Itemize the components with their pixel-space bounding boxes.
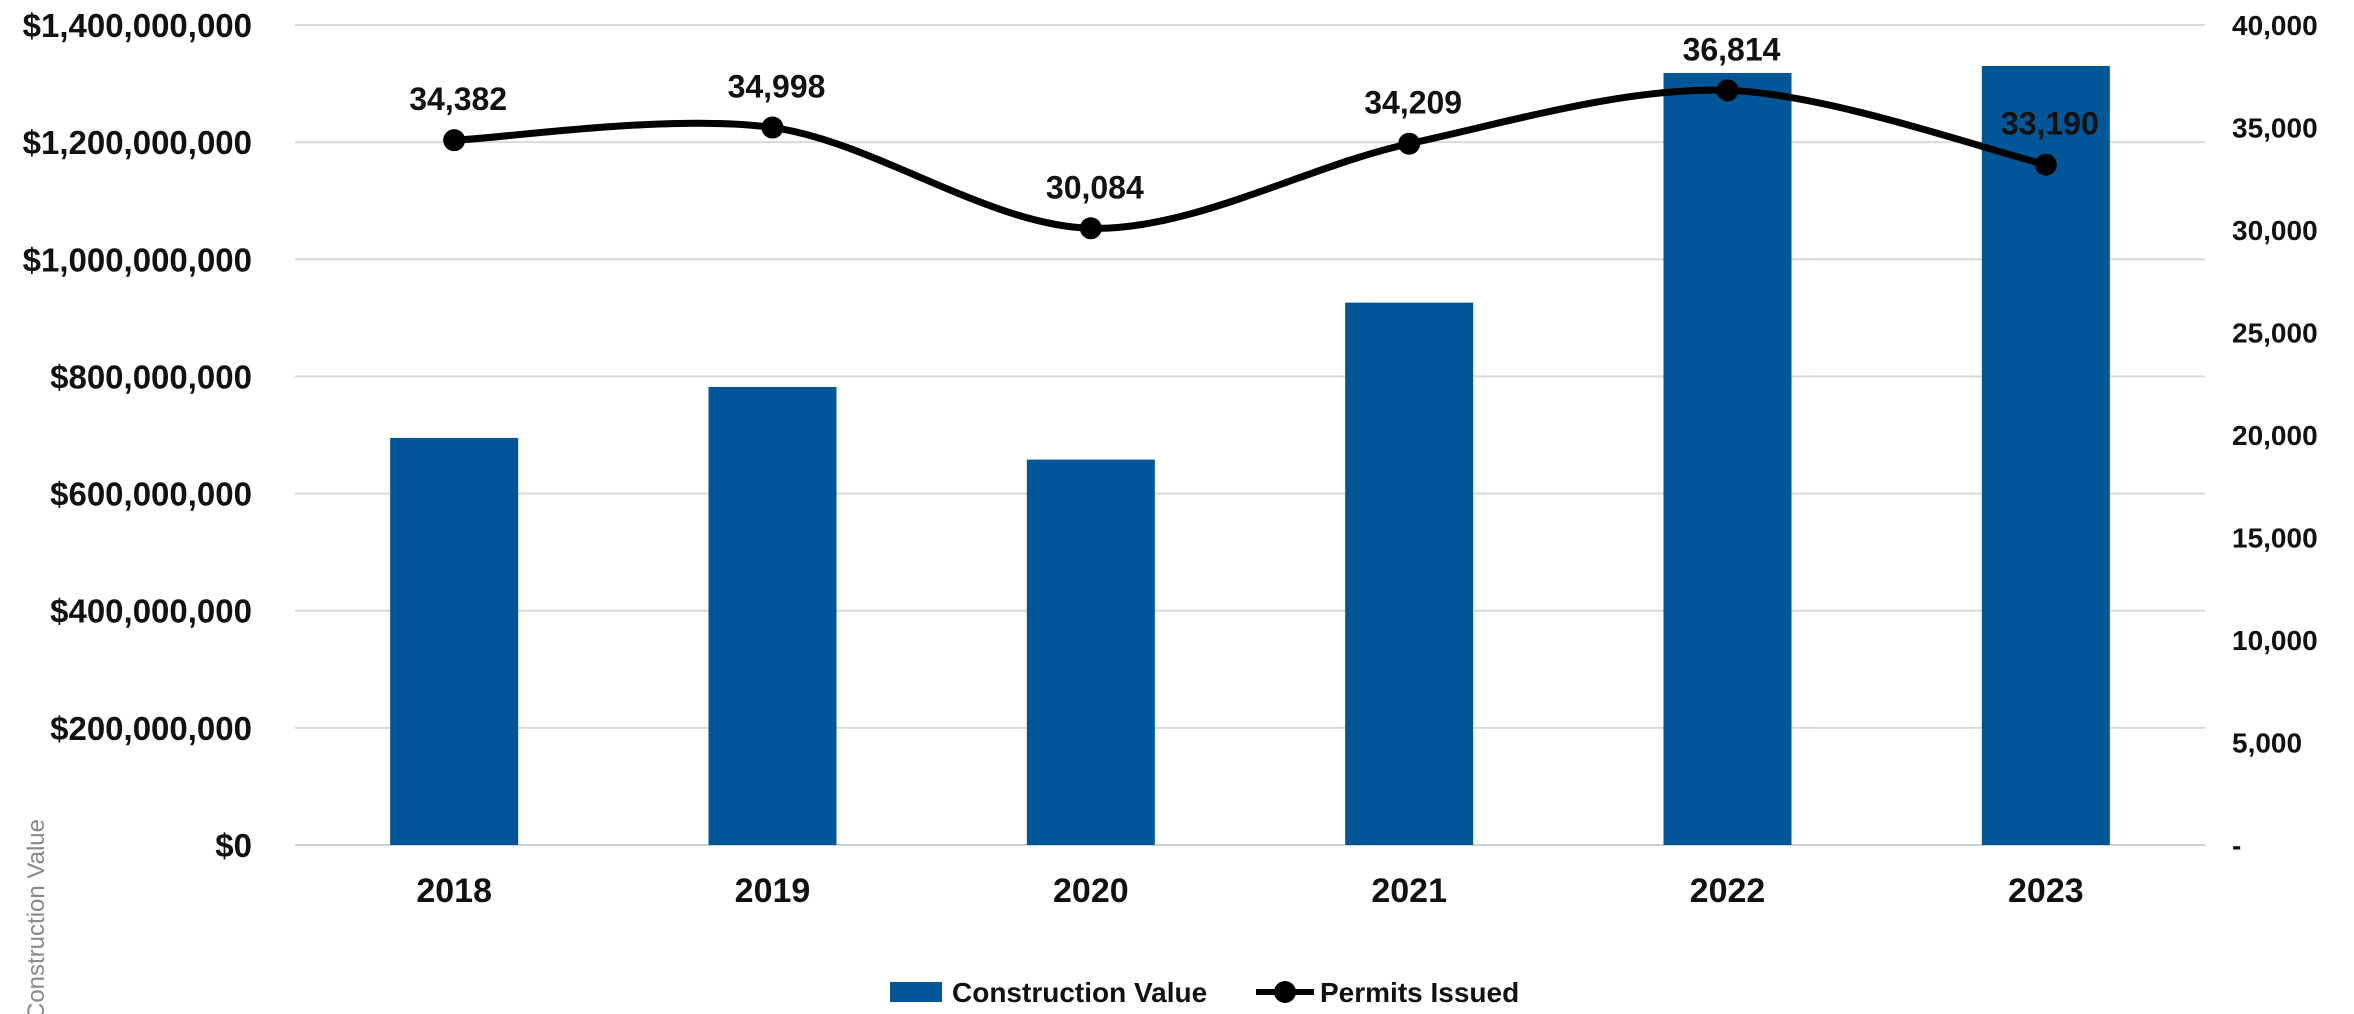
right-tick-label: 25,000 — [2232, 318, 2318, 349]
line-series — [443, 79, 2057, 240]
bar-series — [390, 66, 2110, 846]
right-axis: - 5,000 10,000 15,000 20,000 25,000 30,000 35,0… — [2232, 10, 2318, 861]
x-tick-label: 2019 — [735, 872, 811, 910]
left-axis-title: Construction Value — [23, 819, 50, 1014]
permits-data-label: 36,814 — [1683, 31, 1781, 67]
right-tick-label: 40,000 — [2232, 10, 2318, 41]
permits-data-label: 34,209 — [1364, 85, 1462, 121]
permits-point-2020 — [1079, 217, 1102, 240]
legend-label-permits-issued: Permits Issued — [1320, 977, 1519, 1008]
bar-2018 — [390, 437, 519, 845]
bar-2021 — [1345, 302, 1474, 846]
left-tick-label: $600,000,000 — [50, 476, 252, 513]
right-tick-label: - — [2232, 830, 2241, 861]
right-tick-label: 20,000 — [2232, 420, 2318, 451]
permits-data-label: 30,084 — [1046, 169, 1144, 205]
left-axis: $0 $200,000,000 $400,000,000 $600,000,000 $8… — [23, 7, 252, 864]
left-tick-label: $800,000,000 — [50, 358, 252, 395]
x-tick-label: 2018 — [416, 872, 492, 910]
permits-data-label: 34,998 — [728, 69, 826, 105]
permits-point-2022 — [1716, 79, 1739, 102]
bar-2022 — [1663, 73, 1792, 846]
bar-2019 — [708, 386, 837, 845]
left-tick-label: $1,000,000,000 — [23, 241, 252, 278]
data-labels: 34,382 34,998 30,084 34,209 36,814 33,190 — [409, 31, 2099, 205]
right-tick-label: 5,000 — [2232, 728, 2302, 759]
bar-2023 — [1981, 66, 2110, 845]
x-tick-label: 2022 — [1690, 872, 1766, 910]
bar-2020 — [1026, 459, 1155, 845]
x-tick-label: 2021 — [1371, 872, 1447, 910]
x-tick-label: 2020 — [1053, 872, 1129, 910]
permits-point-2023 — [2034, 153, 2057, 176]
left-tick-label: $1,400,000,000 — [23, 7, 252, 44]
permits-point-2018 — [443, 129, 466, 152]
legend-swatch-permits-marker — [1274, 981, 1296, 1003]
permits-line — [450, 86, 2050, 232]
permits-data-label: 33,190 — [2001, 106, 2099, 142]
right-tick-label: 30,000 — [2232, 215, 2318, 246]
x-tick-label: 2023 — [2008, 872, 2084, 910]
x-axis: 2018 2019 2020 2021 2022 2023 — [416, 872, 2083, 910]
gridlines — [295, 24, 2205, 846]
permits-point-2021 — [1398, 132, 1421, 155]
right-tick-label: 10,000 — [2232, 625, 2318, 656]
right-tick-label: 15,000 — [2232, 523, 2318, 554]
left-tick-label: $1,200,000,000 — [23, 124, 252, 161]
right-tick-label: 35,000 — [2232, 113, 2318, 144]
left-tick-label: $0 — [215, 827, 252, 864]
left-tick-label: $400,000,000 — [50, 593, 252, 630]
legend-swatch-construction-value — [890, 982, 942, 1002]
legend: Construction Value Permits Issued — [890, 977, 1519, 1008]
left-tick-label: $200,000,000 — [50, 710, 252, 747]
permits-point-2019 — [761, 116, 784, 139]
permits-data-label: 34,382 — [409, 81, 507, 117]
legend-label-construction-value: Construction Value — [952, 977, 1207, 1008]
